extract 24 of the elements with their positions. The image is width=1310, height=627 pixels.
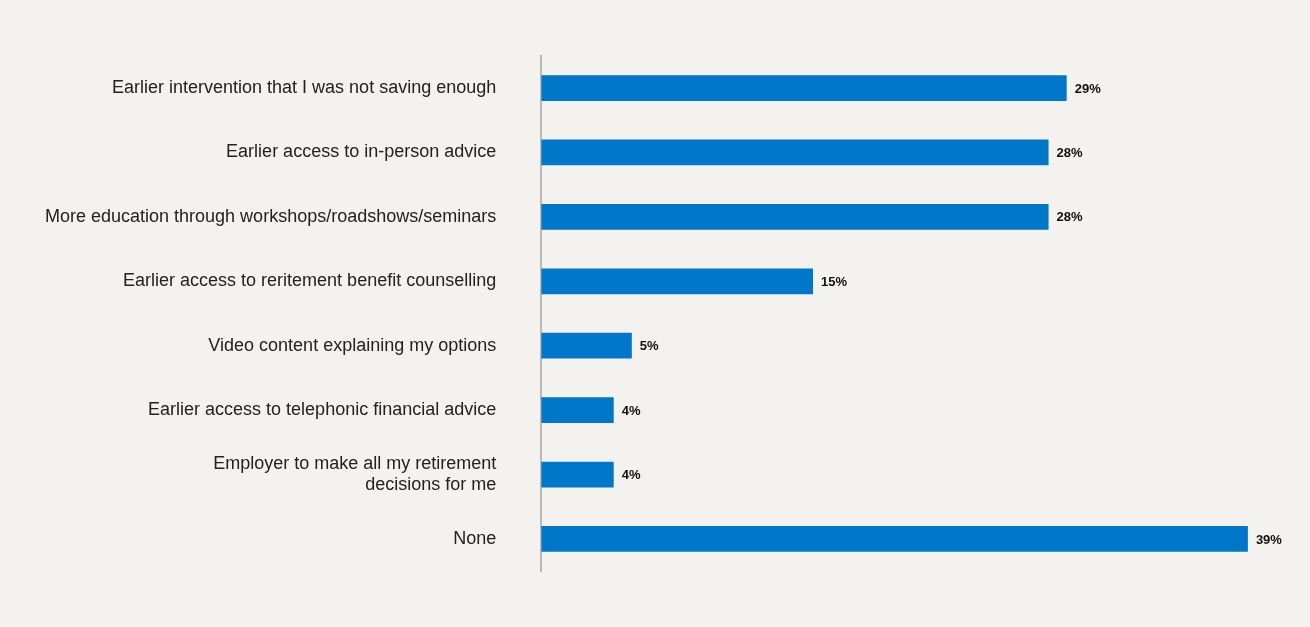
bar [541,461,614,488]
data-label: 28% [1056,145,1084,161]
data-label: 29% [1074,80,1102,96]
data-label: 28% [1056,209,1084,225]
bar [541,397,614,424]
y-tick-label: None [453,527,497,548]
bar [541,203,1049,230]
data-label: 15% [821,273,848,289]
data-label: 5% [639,338,660,354]
y-tick-label: Earlier access to telephonic financial advice [148,399,497,420]
y-tick-label: Employer to make all my retirement decisions for me [213,452,497,495]
y-tick-label: More education through workshops/roadshows/seminars [45,205,497,226]
data-label: 4% [621,402,641,418]
y-tick-label: Earlier access to reritement benefit counselling [123,270,497,291]
bar [541,332,632,359]
y-tick-label: Earlier intervention that I was not saving enough [112,76,497,97]
bar [541,75,1067,101]
bar [541,139,1049,166]
y-tick-label: Video content explaining my options [208,334,497,355]
data-label: 39% [1255,531,1283,547]
bar [541,526,1248,552]
y-tick-label: Earlier access to in-person advice [226,141,497,162]
data-label: 4% [621,467,641,483]
bar [541,268,814,295]
